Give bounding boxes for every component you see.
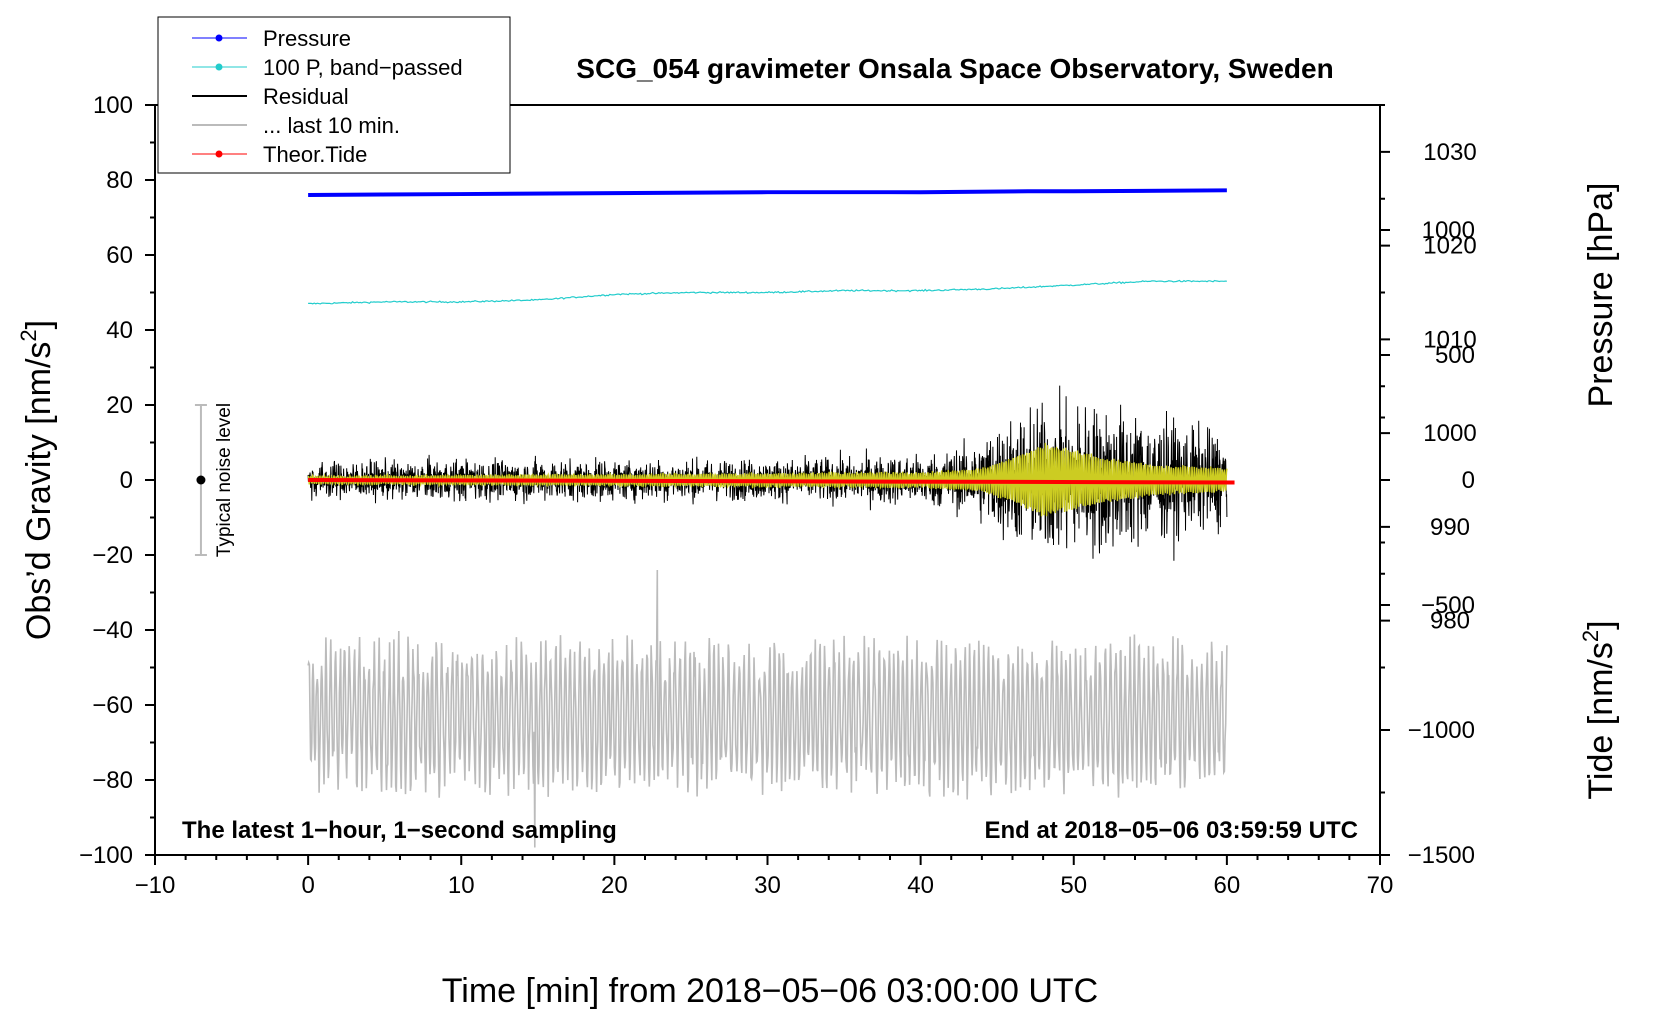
tide-tick-label: −1500 [1408,842,1475,869]
series-pressure [308,188,1227,197]
pressure-line [308,188,1227,197]
pressure-tick-label: 1000 [1423,420,1476,447]
x-tick-label: 20 [601,872,628,899]
residual-line [307,385,1228,561]
cyan-line [308,279,1227,305]
yellow-line [307,442,1228,517]
x-tick-label: −10 [135,872,176,899]
y-tick-label: 80 [106,167,133,194]
series-last-10-min [307,569,1228,848]
y-tide-text: Tide [nm/s [1582,642,1620,799]
legend-marker [215,150,223,158]
y-tick-label: −40 [92,617,133,644]
legend-label: Theor.Tide [263,142,367,167]
y-axis-label-pressure: Pressure [hPa] [1582,183,1620,408]
tide-tick-label: 500 [1435,342,1475,369]
tide-tick-label: −1000 [1408,717,1475,744]
y-axis-pressure: 1030 1020 1010 1000 990 980 [1380,104,1477,669]
series-cyan-bandpassed-pressure [308,279,1227,305]
y-axis-tide: 1000 500 0 −500 −1000 −1500 [1380,217,1475,869]
y-tick-label: 100 [93,92,133,119]
tide-tick-label: 0 [1462,467,1475,494]
y-tide-end: ] [1582,620,1620,629]
legend-label: Pressure [263,26,351,51]
x-axis-label: Time [min] from 2018−05−06 03:00:00 UTC [442,972,1098,1010]
pressure-tick-label: 1030 [1423,139,1476,166]
x-tick-label: 50 [1060,872,1087,899]
legend-marker [215,34,223,42]
x-tick-label: 0 [301,872,314,899]
y-axis-left: 100 80 60 40 20 0 −20 −40 −60 −80 −100 [79,92,155,869]
last-10-min-line [307,569,1228,848]
note-right: End at 2018−05−06 03:59:59 UTC [984,817,1358,844]
noise-level-indicator: Typical noise level [194,403,235,557]
y-tick-label: 60 [106,242,133,269]
noise-level-label: Typical noise level [214,403,235,557]
y-tick-label: 0 [120,467,133,494]
x-tick-label: 10 [448,872,475,899]
legend-label: 100 P, band−passed [263,55,463,80]
y-tick-label: −100 [79,842,133,869]
y-tick-label: −60 [92,692,133,719]
tide-tick-label: −500 [1421,592,1475,619]
y-tide-sup: 2 [1578,630,1603,642]
legend-marker [215,63,223,71]
x-tick-label: 40 [907,872,934,899]
series-yellow-smoothed [307,442,1228,517]
y-tick-label: −20 [92,542,133,569]
y-left-end: ] [20,320,58,329]
pressure-tick-label: 990 [1430,514,1470,541]
tide-line [308,478,1235,485]
y-left-text: Obs’d Gravity [nm/s [20,342,58,641]
legend-label: Residual [263,84,349,109]
pressure-tick-label: 1010 [1423,326,1476,353]
y-tick-label: 20 [106,392,133,419]
x-axis: −10 0 10 20 30 40 50 60 70 [135,855,1394,899]
y-left-sup: 2 [16,329,41,341]
series-theor-tide [308,478,1235,485]
y-axis-label-left: Obs’d Gravity [nm/s2] [16,320,58,640]
x-tick-label: 60 [1214,872,1241,899]
y-tick-label: 40 [106,317,133,344]
series-residual [307,385,1228,561]
note-left: The latest 1−hour, 1−second sampling [182,817,617,844]
legend: Pressure 100 P, band−passed Residual ... la… [157,16,511,174]
x-tick-label: 30 [754,872,781,899]
y-tick-label: −80 [92,767,133,794]
y-axis-label-tide: Tide [nm/s2] [1578,620,1620,799]
pressure-tick-label: 1020 [1423,233,1476,260]
noise-bar-dot [196,475,206,485]
legend-label: ... last 10 min. [263,113,400,138]
x-tick-label: 70 [1367,872,1394,899]
pressure-tick-label: 980 [1430,608,1470,635]
chart-title: SCG_054 gravimeter Onsala Space Observat… [576,53,1333,84]
tide-tick-label: 1000 [1422,217,1475,244]
